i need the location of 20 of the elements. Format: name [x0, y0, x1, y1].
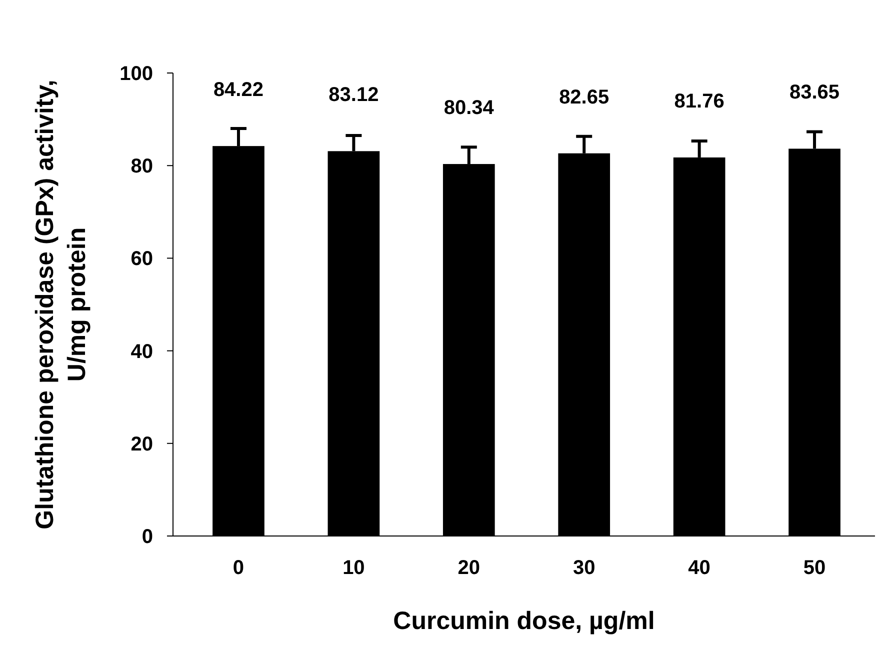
x-tick-label: 30 — [572, 557, 596, 579]
x-tick-label: 10 — [342, 557, 365, 579]
x-tick-label: 40 — [688, 557, 710, 579]
data-label: 81.76 — [674, 90, 724, 112]
y-tick-label: 0 — [142, 526, 153, 548]
y-axis-title: Glutathione peroxidase (GPx) activity, U/mg protein — [31, 80, 91, 530]
y-tick-label: 60 — [130, 248, 153, 270]
data-label: 83.65 — [789, 82, 840, 104]
x-tick-label: 20 — [458, 557, 480, 579]
y-tick-label: 20 — [130, 433, 153, 456]
x-tick-label: 0 — [232, 557, 244, 579]
y-tick-label: 40 — [130, 340, 153, 363]
y-tick-label: 80 — [130, 156, 153, 178]
x-axis-title: Curcumin dose, µg/ml — [393, 607, 655, 635]
data-label: 80.34 — [444, 97, 495, 120]
data-label: 84.22 — [213, 79, 264, 102]
y-tick-label: 100 — [120, 63, 153, 85]
data-label: 83.12 — [328, 84, 379, 106]
x-tick-label: 50 — [803, 557, 826, 579]
data-label: 82.65 — [559, 86, 610, 108]
